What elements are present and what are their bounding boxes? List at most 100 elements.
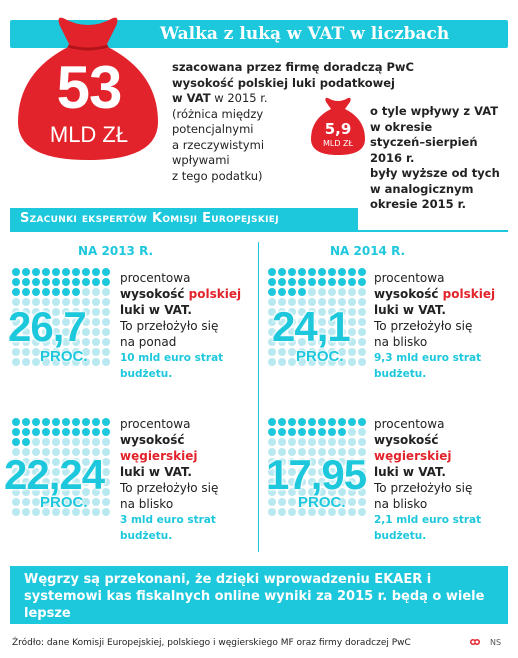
percent-dot [268,488,276,496]
percent-dot [348,478,356,486]
percent-dot [358,268,366,276]
percent-dot [288,508,296,516]
percent-dot [62,288,70,296]
percent-dot [12,298,20,306]
percent-dot [318,308,326,316]
percent-dot [288,468,296,476]
percent-dot [32,268,40,276]
percent-dot [62,318,70,326]
percent-dot [268,458,276,466]
percent-dot [72,338,80,346]
percent-dot [358,328,366,336]
percent-dot [102,278,110,286]
percent-dot [82,508,90,516]
percent-dot [348,488,356,496]
percent-dot [12,328,20,336]
percent-dot [278,438,286,446]
percent-dot [318,268,326,276]
percent-dot [82,488,90,496]
percent-dot [22,428,30,436]
percent-dot [308,438,316,446]
percent-dot [92,418,100,426]
percent-dot [22,448,30,456]
percent-dot [328,288,336,296]
percent-dot [62,298,70,306]
percent-dot [82,428,90,436]
percent-dot [102,328,110,336]
percent-dot [102,288,110,296]
percent-dot [92,288,100,296]
percent-dot [52,298,60,306]
percent-dot [328,418,336,426]
percent-dot [358,428,366,436]
percent-dot [32,318,40,326]
percent-dot [348,268,356,276]
percent-dot [72,308,80,316]
percent-dot [52,318,60,326]
percent-dot [42,318,50,326]
percent-dot [288,498,296,506]
percent-dot [288,428,296,436]
percent-dot [72,468,80,476]
percent-dot [22,498,30,506]
percent-dot [52,358,60,366]
percent-dot [308,498,316,506]
percent-dot [358,278,366,286]
percent-dot [328,318,336,326]
percent-dot [308,328,316,336]
percent-dot [102,268,110,276]
percent-dot [32,358,40,366]
year-right-label: NA 2014 R. [330,244,406,258]
percent-dot [328,308,336,316]
percent-dot [268,498,276,506]
percent-dot [72,458,80,466]
percent-dot [22,358,30,366]
intro-line7: wpływami [172,153,230,167]
small-bag-line4: były wyższe od tych [370,166,500,180]
percent-dot [278,358,286,366]
percent-dot [338,268,346,276]
percent-dot [328,488,336,496]
percent-dot [338,478,346,486]
percent-dot [338,438,346,446]
percent-unit: PROC. [40,494,88,511]
percent-dot [358,308,366,316]
percent-dot [102,298,110,306]
percent-dot [308,428,316,436]
percent-dot [62,458,70,466]
percent-dot [32,428,40,436]
percent-dot [42,448,50,456]
percent-dot [298,308,306,316]
percent-dot [12,508,20,516]
percent-dot [298,278,306,286]
percent-dot [12,468,20,476]
percent-dot [32,338,40,346]
percent-dot [338,358,346,366]
section-divider [10,230,508,232]
percent-dot [22,508,30,516]
percent-dot [298,298,306,306]
percent-dot [82,348,90,356]
percent-value: 26,7 [8,303,87,350]
percent-dot [72,288,80,296]
percent-dot [52,458,60,466]
percent-dot [12,268,20,276]
percent-dot [72,298,80,306]
percent-dot [42,288,50,296]
percent-dot [278,428,286,436]
small-bag-number: 5,9 [324,120,352,138]
percent-dot [82,448,90,456]
percent-dot [308,508,316,516]
percent-dot [288,318,296,326]
percent-dot [72,348,80,356]
percent-dot [308,448,316,456]
percent-dot [278,448,286,456]
percent-dot [328,458,336,466]
percent-dot [92,268,100,276]
percent-dot [338,468,346,476]
percent-dot [62,448,70,456]
percent-dot [32,298,40,306]
percent-dot [308,308,316,316]
percent-dot [348,448,356,456]
dot-grid [12,268,111,367]
